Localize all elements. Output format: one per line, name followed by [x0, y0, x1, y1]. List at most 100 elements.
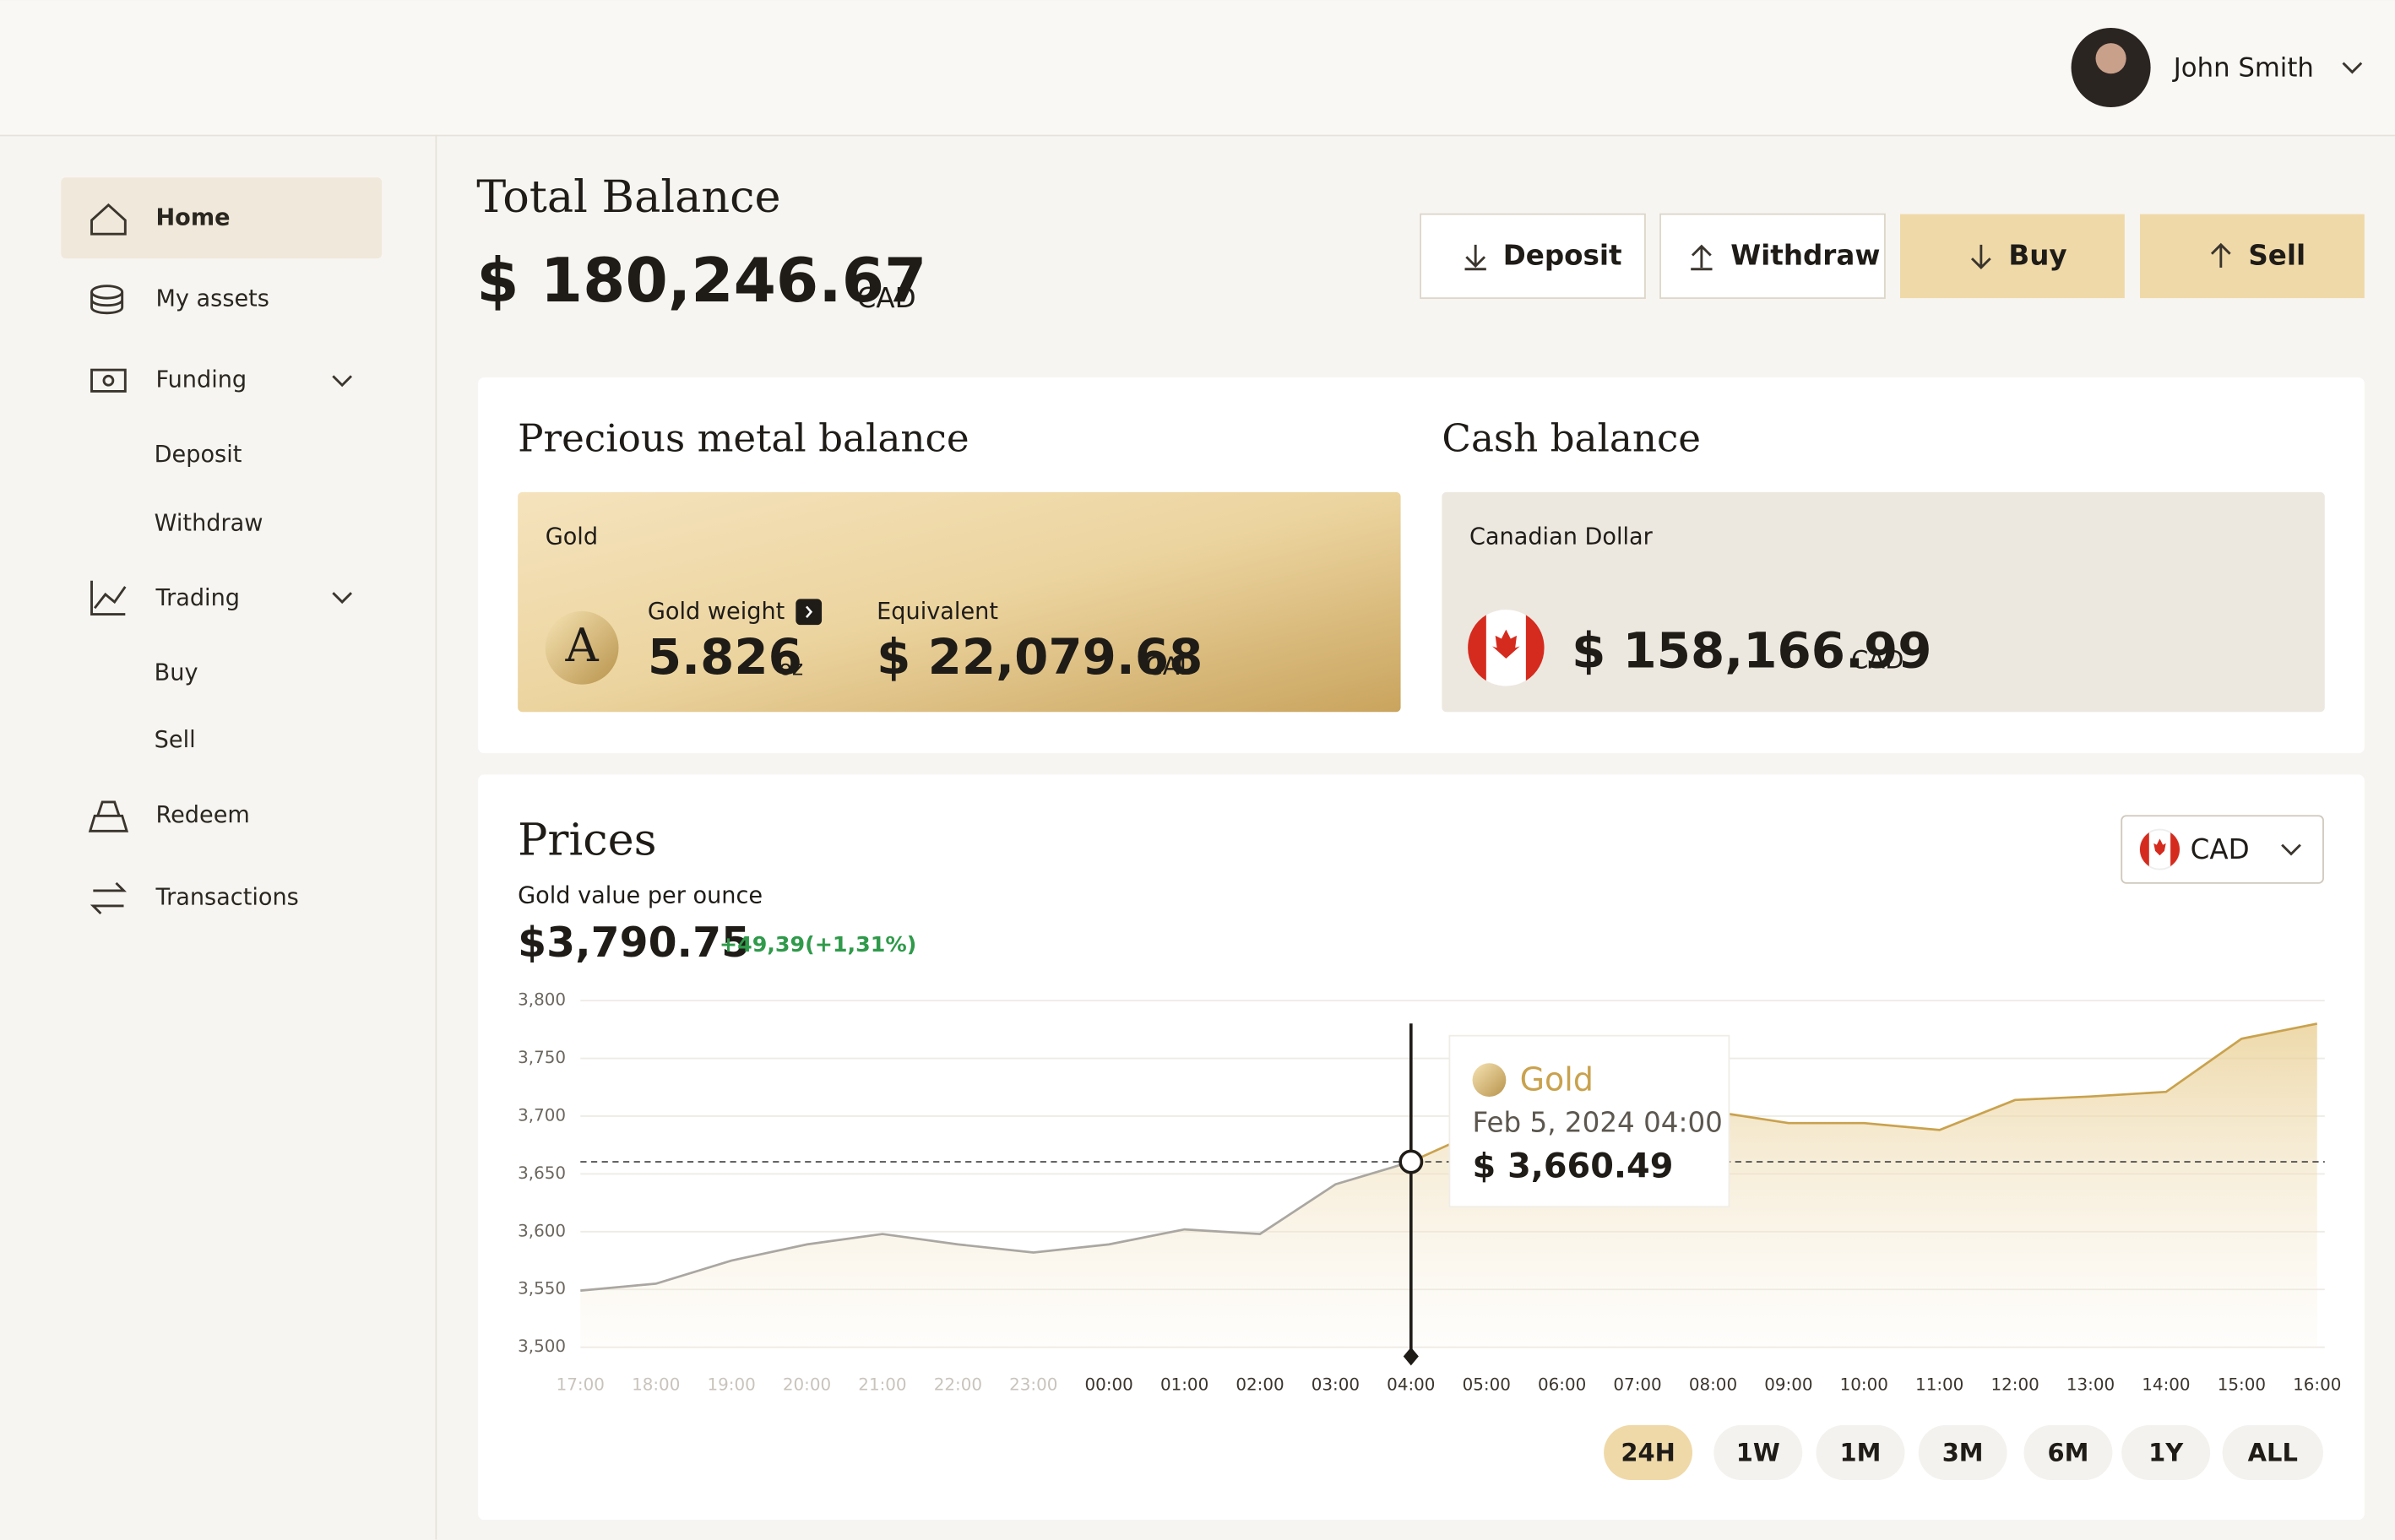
x-tick-label: 11:00 [1915, 1375, 1963, 1394]
icon-transactions [90, 881, 127, 915]
nav-buy[interactable]: Buy [155, 660, 198, 686]
x-tick-label: 09:00 [1764, 1375, 1812, 1394]
price: $3,790.75 [518, 919, 750, 967]
button-icons [1464, 242, 2231, 271]
price-change: +49,39(+1,31%) [720, 931, 916, 957]
cash-name: Canadian Dollar [1469, 524, 1654, 550]
x-tick-label: 19:00 [707, 1375, 755, 1394]
range-label[interactable]: 1Y [2148, 1438, 2184, 1467]
cursor-point [1398, 1149, 1424, 1174]
range-button[interactable] [2121, 1424, 2211, 1481]
tooltip-name: Gold [1520, 1060, 1594, 1098]
y-tick-label: 3,750 [518, 1048, 566, 1067]
x-tick-label: 13:00 [2066, 1375, 2115, 1394]
range-button[interactable] [1604, 1424, 1693, 1481]
range-button[interactable] [2222, 1424, 2323, 1481]
x-tick-label: 03:00 [1312, 1375, 1360, 1394]
weight-label: Gold weight [648, 599, 785, 625]
x-tick-label: 21:00 [858, 1375, 906, 1394]
icon-trading [90, 580, 127, 615]
nav-active [61, 177, 383, 259]
buy-button[interactable] [1899, 214, 2125, 299]
sell-button[interactable] [2139, 214, 2365, 299]
range-label[interactable]: 1W [1736, 1438, 1780, 1467]
coin-letter: A [565, 619, 600, 672]
avatar-face [2095, 43, 2126, 74]
nav-assets[interactable]: My assets [155, 285, 269, 312]
info-icon[interactable] [796, 599, 823, 626]
nav-funding[interactable]: Funding [155, 366, 247, 393]
tooltip-value: $ 3,660.49 [1473, 1147, 1674, 1186]
icon-redeem [88, 800, 129, 832]
nav-redeem[interactable]: Redeem [155, 802, 249, 828]
prices-subtitle: Gold value per ounce [518, 883, 763, 909]
x-tick-label: 05:00 [1463, 1375, 1511, 1394]
x-tick-label: 00:00 [1085, 1375, 1133, 1394]
x-tick-label: 16:00 [2293, 1375, 2341, 1394]
icon-home [90, 203, 127, 236]
balance-amount: $ 180,246.67 [476, 246, 926, 317]
prices-title: Prices [518, 814, 656, 865]
sell-label[interactable]: Sell [2248, 239, 2305, 271]
x-tick-label: 02:00 [1236, 1375, 1284, 1394]
y-tick-label: 3,700 [518, 1105, 566, 1125]
gold-coin [545, 610, 619, 685]
y-tick-label: 3,500 [518, 1337, 566, 1356]
x-tick-label: 12:00 [1990, 1375, 2039, 1394]
range-label[interactable]: ALL [2248, 1438, 2298, 1467]
cash-card[interactable] [1442, 491, 2325, 713]
currency-label[interactable]: CAD [2191, 833, 2250, 865]
range-button[interactable] [1918, 1424, 2007, 1481]
info-arrow [806, 605, 813, 618]
x-tick-label: 07:00 [1613, 1375, 1661, 1394]
nav-sell[interactable]: Sell [155, 727, 196, 753]
x-tick-label: 08:00 [1689, 1375, 1737, 1394]
icon-funding [90, 368, 127, 393]
withdraw-label[interactable]: Withdraw [1730, 239, 1880, 271]
y-tick-label: 3,600 [518, 1221, 566, 1240]
y-tick-label: 3,800 [518, 990, 566, 1010]
equivalent-label: Equivalent [877, 599, 998, 625]
cash-currency: CAD [1851, 646, 1904, 675]
x-tick-label: 01:00 [1160, 1375, 1208, 1394]
cash-amount: $ 158,166.99 [1572, 622, 1931, 680]
x-tick-label: 17:00 [557, 1375, 605, 1394]
nav-transactions[interactable]: Transactions [155, 884, 298, 910]
range-label[interactable]: 1M [1840, 1438, 1882, 1467]
buy-label[interactable]: Buy [2008, 239, 2066, 271]
tooltip-coin [1472, 1063, 1507, 1098]
range-label[interactable]: 3M [1942, 1438, 1984, 1467]
user-name[interactable]: John Smith [2172, 52, 2314, 83]
x-tick-label: 22:00 [934, 1375, 982, 1394]
gold-card[interactable] [518, 491, 1401, 713]
withdraw-button[interactable] [1659, 213, 1886, 300]
flag-leaf [1492, 629, 1520, 659]
nav-deposit[interactable]: Deposit [155, 442, 242, 468]
x-tick-label: 04:00 [1387, 1375, 1435, 1394]
nav-trading[interactable]: Trading [155, 585, 240, 611]
x-tick-label: 18:00 [632, 1375, 680, 1394]
range-label[interactable]: 6M [2047, 1438, 2088, 1467]
metal-name: Gold [546, 524, 598, 550]
metal-title: Precious metal balance [518, 416, 969, 461]
range-label[interactable]: 24H [1621, 1438, 1675, 1467]
range-button[interactable] [1816, 1424, 1905, 1481]
equivalent: $ 22,079.68 [877, 628, 1203, 686]
range-button[interactable] [1713, 1424, 1803, 1481]
chevron [2342, 62, 2363, 74]
balance-title: Total Balance [476, 171, 780, 223]
weight: 5.826 [648, 628, 802, 686]
x-tick-label: 15:00 [2218, 1375, 2266, 1394]
x-tick-label: 23:00 [1009, 1375, 1057, 1394]
cash-title: Cash balance [1442, 416, 1701, 461]
balance-currency: CAD [857, 282, 916, 314]
nav-home[interactable]: Home [155, 205, 230, 231]
nav-withdraw[interactable]: Withdraw [155, 510, 263, 536]
deposit-button[interactable] [1420, 213, 1646, 300]
currency-select[interactable] [2121, 815, 2324, 884]
tooltip [1448, 1034, 1730, 1208]
x-tick-label: 20:00 [783, 1375, 831, 1394]
range-button[interactable] [2023, 1424, 2113, 1481]
deposit-label[interactable]: Deposit [1503, 239, 1622, 271]
